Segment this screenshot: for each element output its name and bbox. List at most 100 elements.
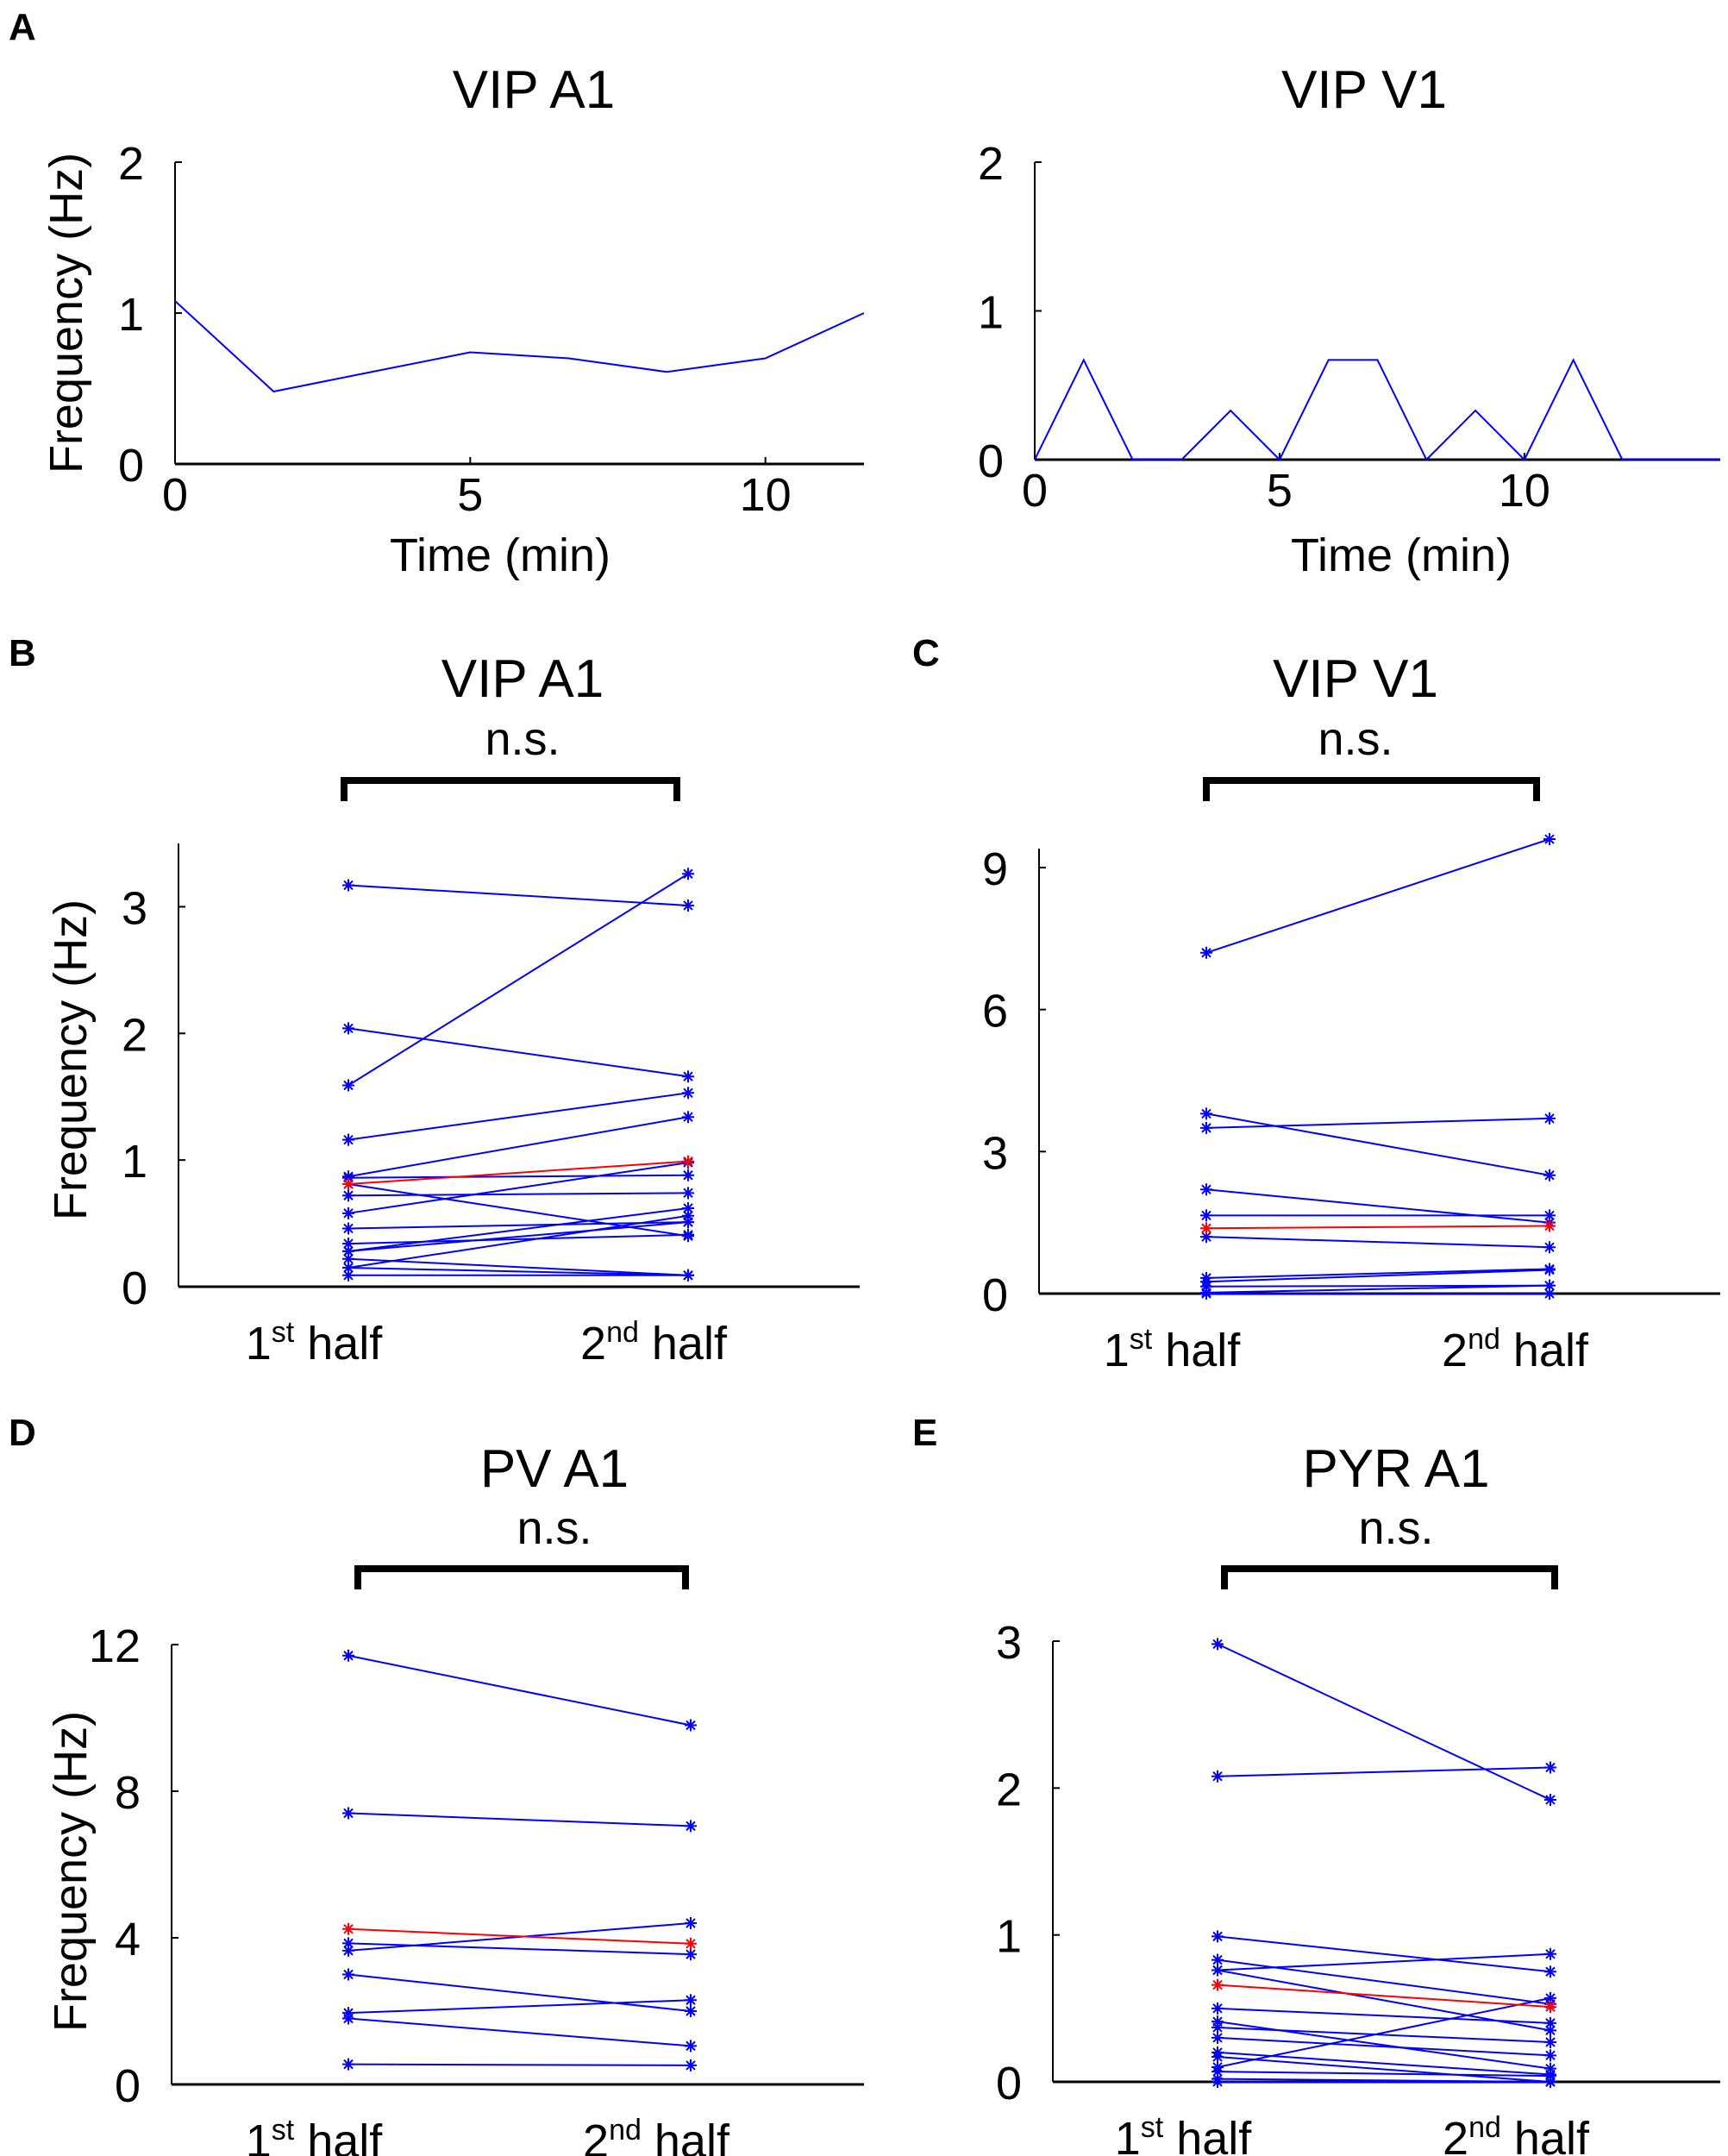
x-category-label: 2nd half — [1443, 2111, 1590, 2156]
highlight-marker-second-half — [1543, 1219, 1556, 1232]
pair-segment — [347, 1192, 689, 1197]
y-tick-label: 1 — [122, 1136, 147, 1188]
x-tick-label: 0 — [1022, 465, 1048, 517]
x-tick-label: 5 — [1267, 465, 1293, 517]
pair-segment — [1217, 1766, 1551, 1777]
marker-second-half — [1544, 2016, 1556, 2029]
paired-line — [342, 1187, 694, 1202]
paired-line — [342, 1968, 697, 2017]
marker-second-half — [1544, 2036, 1556, 2049]
category-number: 1 — [1104, 1325, 1130, 1376]
pair-segment — [1217, 2026, 1551, 2044]
x-category-label: 2nd half — [1442, 1323, 1589, 1376]
paired-line — [1211, 1930, 1556, 1978]
marker-first-half — [1200, 946, 1212, 959]
chart-1: VIP A1 0 1 2 Frequency (Hz) 0 5 10 Time (min) — [41, 60, 865, 581]
pair-segment — [1205, 1236, 1550, 1249]
x-category-label: 2nd half — [583, 2114, 730, 2156]
significance-label: n.s. — [1358, 1502, 1433, 1554]
chart-title: VIP V1 — [1273, 649, 1438, 709]
chart-title: PYR A1 — [1302, 1439, 1489, 1499]
significance-bracket — [341, 777, 680, 801]
y-tick-label: 1 — [978, 287, 1004, 339]
paired-line — [342, 2012, 697, 2053]
highlight-marker-first-half — [342, 1922, 354, 1935]
category-superscript: st — [272, 1316, 295, 1349]
marker-first-half — [1211, 2051, 1224, 2064]
x-category-label: 1st half — [246, 1316, 384, 1369]
category-superscript: nd — [609, 2114, 642, 2147]
paired-line — [1211, 1761, 1556, 1783]
y-tick-label: 2 — [996, 1764, 1022, 1815]
marker-second-half — [1543, 1209, 1556, 1222]
paired-line — [1200, 1279, 1556, 1299]
category-suffix: half — [642, 2115, 730, 2156]
significance-bracket — [354, 1565, 689, 1589]
y-axis-label: Frequency (Hz) — [41, 153, 92, 473]
marker-second-half — [682, 1070, 694, 1083]
significance-bracket — [1203, 777, 1540, 801]
pair-segment — [1205, 1268, 1550, 1279]
paired-line — [1211, 2015, 1556, 2075]
marker-first-half — [1211, 2002, 1224, 2015]
marker-second-half — [1544, 1761, 1556, 1774]
marker-first-half — [342, 1222, 354, 1235]
marker-first-half — [1211, 2076, 1224, 2088]
marker-second-half — [682, 1269, 694, 1282]
marker-first-half — [1211, 1953, 1224, 1966]
marker-second-half — [682, 1111, 694, 1124]
marker-first-half — [1211, 2065, 1224, 2078]
pair-segment — [1205, 1188, 1550, 1224]
paired-line — [1200, 1183, 1556, 1229]
pair-segment — [347, 1206, 689, 1252]
highlight-segment — [1217, 1984, 1551, 2009]
y-tick-label: 4 — [115, 1914, 141, 1965]
panel-letter-a: A — [9, 6, 36, 48]
marker-first-half — [1200, 1288, 1212, 1300]
marker-second-half — [685, 2040, 697, 2053]
panel-letter-e: E — [912, 1412, 937, 1454]
category-number: 2 — [580, 1318, 606, 1369]
highlight-line — [342, 1155, 694, 1191]
marker-second-half — [1544, 2076, 1556, 2088]
marker-second-half — [685, 1719, 697, 1732]
paired-line — [342, 1169, 694, 1184]
panel-letter-d: D — [9, 1412, 36, 1454]
marker-first-half — [342, 1244, 354, 1257]
marker-first-half — [1200, 1183, 1212, 1196]
marker-first-half — [342, 1968, 354, 1981]
marker-second-half — [685, 2005, 697, 2017]
marker-first-half — [342, 1807, 354, 1820]
x-tick-label: 0 — [162, 469, 188, 521]
highlight-marker-second-half — [685, 1937, 697, 1950]
category-superscript: st — [272, 2114, 295, 2147]
marker-first-half — [342, 2058, 354, 2071]
paired-line — [342, 1022, 694, 1083]
marker-first-half — [342, 1649, 354, 1662]
marker-second-half — [1543, 1263, 1556, 1276]
paired-line — [1200, 1231, 1556, 1254]
y-tick-label: 2 — [978, 138, 1004, 190]
marker-second-half — [1543, 1288, 1556, 1300]
significance-label: n.s. — [517, 1502, 592, 1554]
paired-line — [342, 1269, 694, 1282]
pair-segment — [1217, 2051, 1551, 2076]
paired-line — [1211, 2021, 1556, 2049]
x-axis-label: Time (min) — [390, 530, 610, 581]
paired-line — [1200, 1263, 1556, 1288]
category-number: 2 — [583, 2115, 609, 2156]
highlight-marker-first-half — [1211, 1978, 1224, 1991]
significance-label: n.s. — [1318, 713, 1393, 765]
highlight-marker-first-half — [1200, 1222, 1212, 1235]
highlight-marker-first-half — [342, 1178, 354, 1191]
pair-segment — [1205, 1112, 1550, 1176]
pair-segment — [1205, 1269, 1550, 1283]
paired-line — [1211, 1947, 1556, 1977]
pair-segment — [347, 2017, 692, 2047]
marker-first-half — [1211, 2031, 1224, 2044]
pair-segment — [347, 1221, 689, 1252]
